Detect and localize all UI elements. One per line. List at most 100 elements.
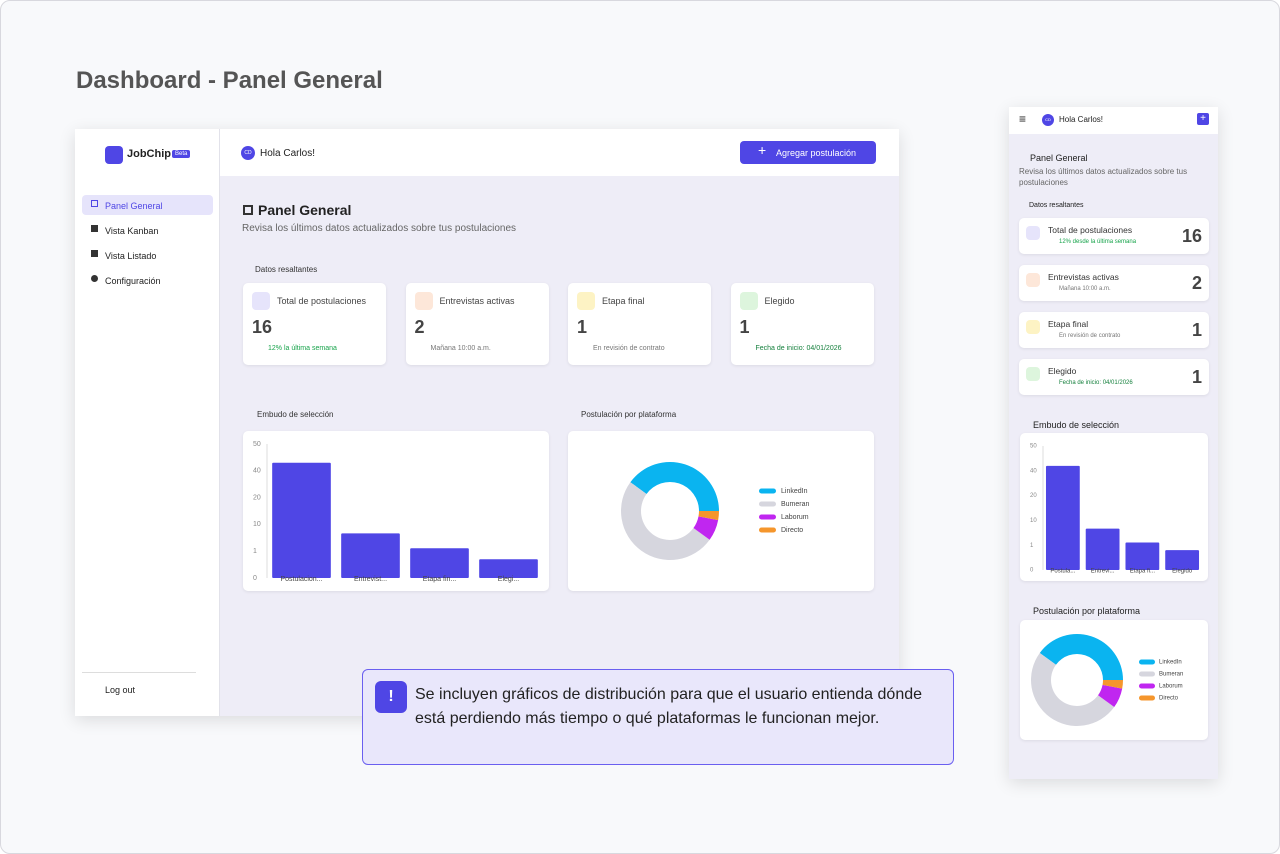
stat-icon: [1026, 320, 1040, 334]
pie-slice: [630, 462, 719, 511]
stat-label: Etapa final: [1048, 319, 1089, 329]
nav-item[interactable]: Configuración: [105, 276, 161, 286]
heading: Panel General: [1030, 153, 1088, 163]
legend-label: Bumeran: [1159, 672, 1183, 678]
legend-swatch: [759, 488, 776, 494]
nav-icon: [91, 225, 98, 232]
x-tick-label: Elegido: [1172, 569, 1193, 575]
pie-slice: [1039, 634, 1123, 680]
nav-item[interactable]: Vista Kanban: [105, 226, 159, 236]
y-tick-label: 50: [253, 441, 261, 448]
logout[interactable]: Log out: [105, 685, 136, 695]
pie-slice: [1098, 684, 1123, 708]
y-tick-label: 40: [253, 468, 261, 475]
x-tick-label: Entrevist...: [354, 576, 387, 583]
bar: [1125, 542, 1160, 570]
avatar: CD: [241, 146, 255, 160]
greeting: Hola Carlos!: [1059, 115, 1104, 124]
legend-label: Laborum: [1159, 684, 1183, 690]
stat-card: Etapa final 1 En revisión de contrato: [568, 283, 711, 365]
bar: [1045, 465, 1080, 570]
stat-icon: [1026, 226, 1040, 240]
stat-note: En revisión de contrato: [1059, 333, 1121, 339]
legend-label: Directo: [781, 527, 803, 534]
legend-label: Directo: [1159, 696, 1179, 702]
y-tick-label: 0: [253, 575, 257, 582]
stat-card: Elegido Fecha de inicio: 04/01/2026 1: [1019, 359, 1209, 395]
bar: [272, 462, 331, 578]
stat-value: 2: [1191, 273, 1202, 293]
nav-item[interactable]: Panel General: [105, 201, 163, 211]
chart-title: Embudo de selección: [257, 410, 334, 419]
y-tick-label: 10: [1030, 518, 1037, 524]
stat-icon: [1026, 273, 1040, 287]
legend-label: LinkedIn: [781, 488, 808, 495]
header: CD Hola Carlos! + Agregar postulación: [220, 129, 899, 176]
stat-note: 12% la última semana: [268, 345, 337, 352]
stat-note: Fecha de inicio: 04/01/2026: [755, 345, 842, 352]
stat-label: Entrevistas activas: [439, 296, 515, 306]
stat-note: 12% desde la última semana: [1059, 239, 1137, 245]
pie-slice: [621, 482, 710, 560]
add-button[interactable]: [740, 141, 876, 164]
y-tick-label: 40: [1030, 468, 1037, 474]
brand-icon: [105, 146, 123, 164]
stat-icon: [577, 292, 595, 310]
callout-icon: !: [375, 681, 407, 713]
section-title: Datos resaltantes: [1029, 202, 1084, 209]
stat-value: 1: [1191, 367, 1202, 387]
badge: Beta: [172, 150, 191, 158]
x-tick-label: Entrevi...: [1091, 569, 1115, 575]
stat-card: Total de postulaciones 12% desde la últim…: [1019, 218, 1209, 254]
legend-swatch: [759, 527, 776, 533]
page-title: Dashboard - Panel General: [76, 67, 383, 94]
bar: [1085, 528, 1120, 570]
stat-card: Entrevistas activas 2 Mañana 10:00 a.m.: [405, 283, 549, 365]
stat-icon: [414, 292, 433, 310]
y-tick-label: 20: [1030, 493, 1037, 499]
pie-slice: [698, 511, 719, 521]
stat-note: Fecha de inicio: 04/01/2026: [1059, 380, 1133, 386]
stat-card: Total de postulaciones 16 12% la última se…: [243, 283, 386, 365]
nav-icon: [91, 200, 98, 207]
heading-icon: [243, 205, 253, 215]
menu-icon[interactable]: ≡: [1019, 112, 1027, 126]
avatar: CD: [1042, 114, 1054, 126]
stat-note: Mañana 10:00 a.m.: [430, 345, 491, 352]
x-tick-label: Elegi...: [498, 576, 519, 583]
y-tick-label: 0: [1030, 568, 1034, 574]
stat-value: 16: [1181, 226, 1202, 246]
legend-label: Laborum: [781, 514, 809, 521]
sidebar: JobChip Beta Panel General Vista Kanban …: [75, 129, 220, 716]
callout-text: Se incluyen gráficos de distribución par…: [415, 686, 923, 727]
bar-chart: 0 1 10 20 40 50 Postula... Entrevi... Etapa fi..…: [1020, 433, 1208, 581]
add-button[interactable]: +: [1197, 113, 1209, 125]
bar: [341, 533, 400, 578]
callout: ! Se incluyen gráficos de distribución p…: [362, 669, 954, 765]
stat-value: 2: [414, 317, 425, 337]
legend-swatch: [759, 501, 776, 507]
y-tick-label: 10: [253, 521, 261, 528]
legend-label: Bumeran: [781, 501, 810, 508]
nav-item[interactable]: Vista Listado: [105, 251, 157, 261]
chart-title: Postulación por plataforma: [581, 410, 677, 419]
plus-icon: +: [758, 142, 767, 158]
chart-title: Embudo de selección: [1033, 420, 1120, 430]
subheading: Revisa los últimos datos actualizados so…: [1019, 167, 1188, 187]
stat-card: Elegido 1 Fecha de inicio: 04/01/2026: [730, 283, 874, 365]
stat-icon: [252, 292, 270, 310]
greeting: Hola Carlos!: [260, 148, 316, 159]
mobile-header: ≡ CD Hola Carlos! +: [1009, 107, 1218, 134]
add-button-label[interactable]: Agregar postulación: [776, 148, 857, 158]
legend-swatch: [1139, 683, 1155, 689]
desktop-mockup: JobChip Beta Panel General Vista Kanban …: [75, 129, 899, 716]
stat-label: Etapa final: [602, 296, 645, 306]
brand: JobChip: [127, 148, 171, 160]
stat-value: 1: [577, 317, 588, 337]
pie-slice: [693, 516, 719, 540]
y-tick-label: 20: [253, 494, 261, 501]
stat-card: Entrevistas activas Mañana 10:00 a.m. 2: [1019, 265, 1209, 301]
legend-swatch: [1139, 671, 1155, 677]
